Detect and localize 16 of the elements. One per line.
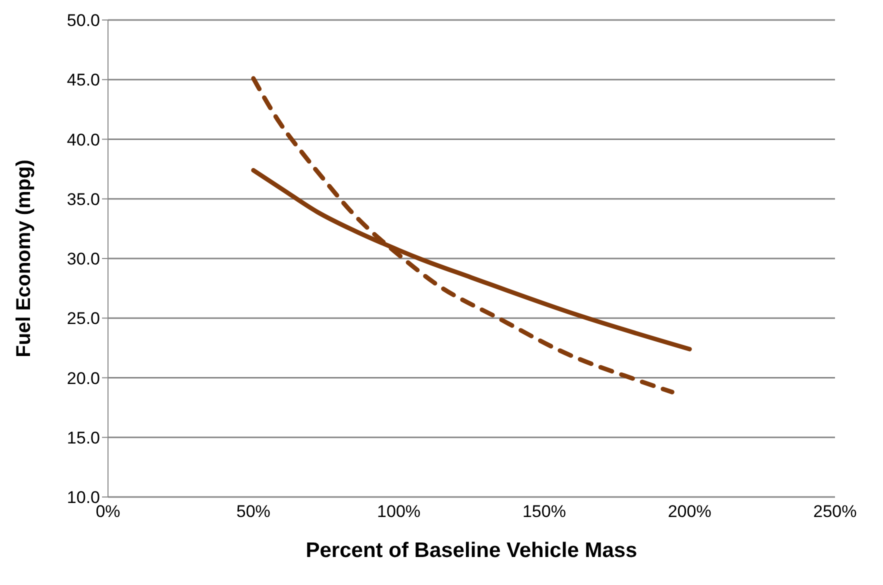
x-axis-title: Percent of Baseline Vehicle Mass <box>306 539 638 562</box>
y-tick-label: 15.0 <box>66 428 100 448</box>
y-tick-label: 45.0 <box>66 70 100 90</box>
y-tick-label: 30.0 <box>66 250 100 269</box>
y-tick-label: 20.0 <box>66 368 100 388</box>
x-tick-label: 100% <box>377 502 421 522</box>
x-tick-label: 250% <box>813 502 857 522</box>
y-tick-label: 40.0 <box>66 130 100 150</box>
y-axis-title: Fuel Economy (mpg) <box>13 160 36 358</box>
x-tick-label: 150% <box>522 502 566 522</box>
x-tick-label: 50% <box>236 502 270 522</box>
y-tick-label: 35.0 <box>66 190 100 209</box>
x-tick-label: 200% <box>668 502 712 522</box>
x-tick-label: 0% <box>96 502 120 522</box>
y-tick-label: 25.0 <box>66 309 100 328</box>
y-tick-label: 50.0 <box>66 11 100 30</box>
